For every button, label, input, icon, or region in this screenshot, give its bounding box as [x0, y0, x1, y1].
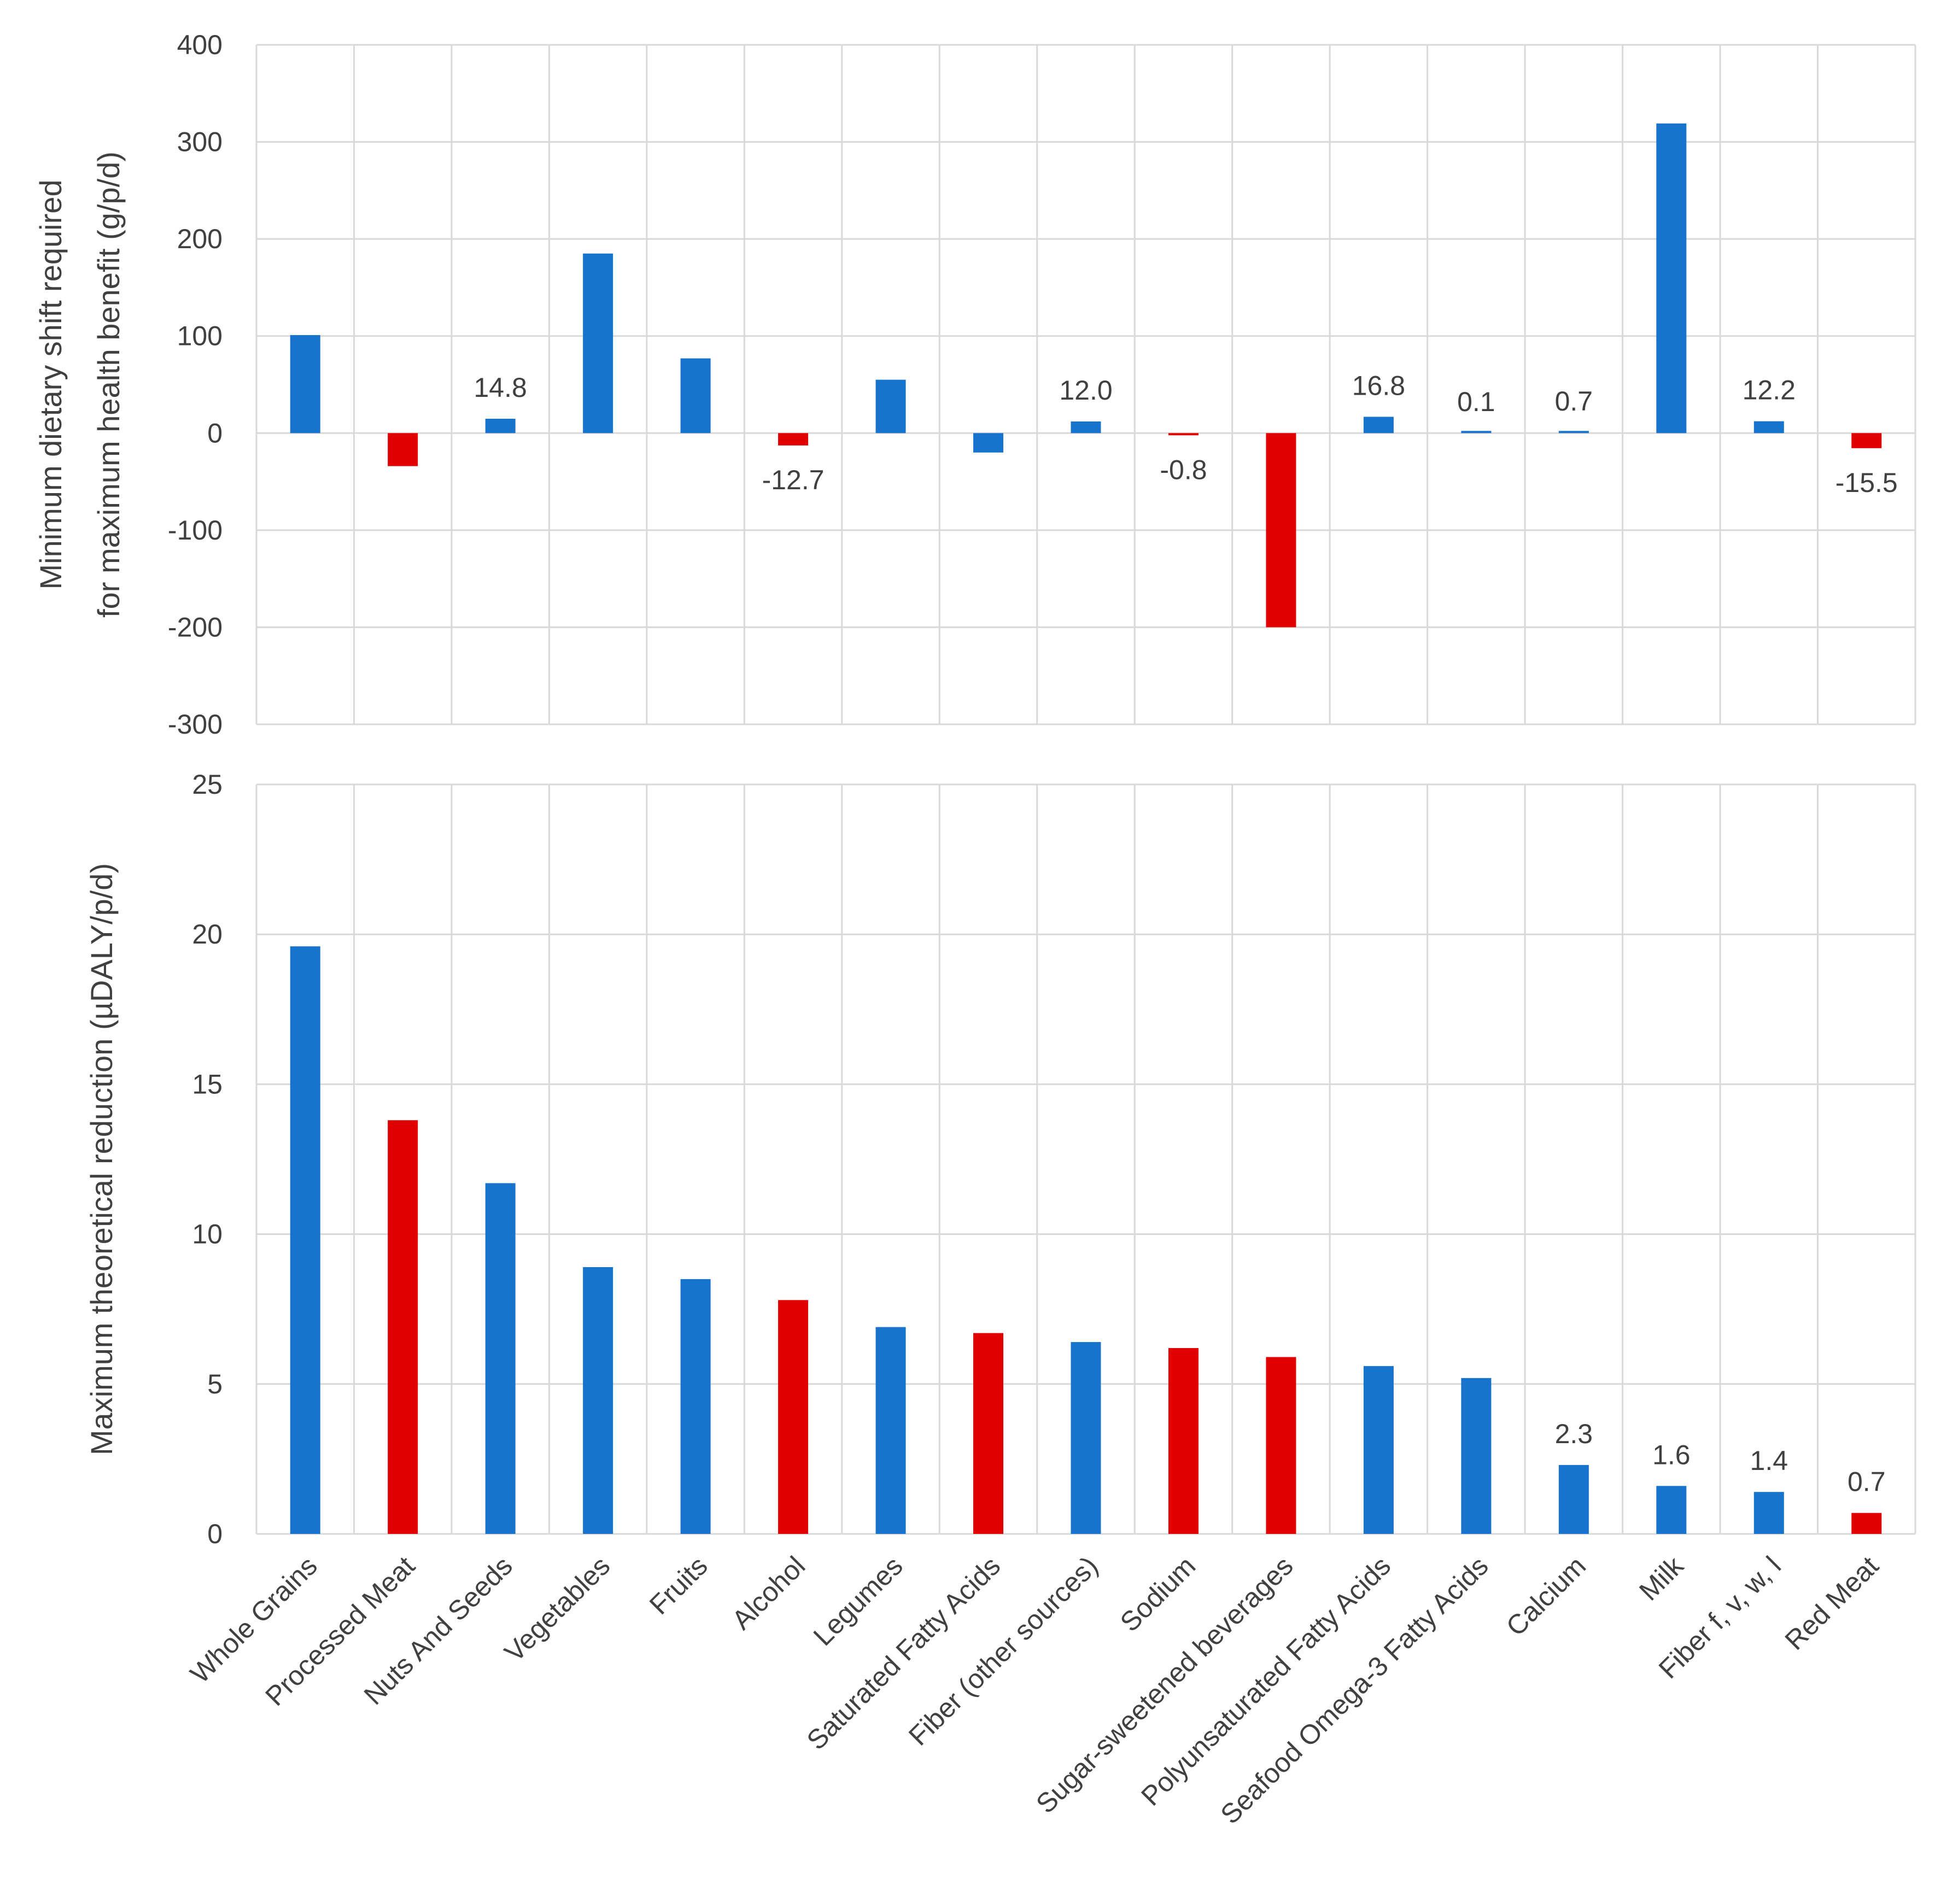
bar-seafood-omega-3-fatty-acids — [1461, 1378, 1492, 1534]
bar-polyunsaturated-fatty-acids — [1363, 1366, 1394, 1534]
data-label: 1.4 — [1750, 1445, 1788, 1476]
bar-whole-grains — [290, 946, 320, 1534]
bar-polyunsaturated-fatty-acids — [1363, 417, 1394, 433]
data-label: 12.0 — [1059, 375, 1112, 406]
y-tick-label: 20 — [192, 919, 223, 950]
bar-milk — [1656, 1486, 1687, 1534]
bar-legumes — [875, 1327, 906, 1534]
bar-sodium — [1168, 1348, 1199, 1534]
data-label: 0.1 — [1457, 386, 1495, 417]
bar-saturated-fatty-acids — [973, 1333, 1004, 1534]
data-label: 16.8 — [1352, 370, 1405, 401]
y-axis-title: Minimum dietary shift required — [33, 179, 68, 589]
bar-sodium — [1168, 433, 1199, 436]
bar-fiber-other-sources- — [1071, 421, 1101, 433]
x-category-label: Vegetables — [499, 1550, 616, 1668]
y-tick-label: -100 — [168, 515, 223, 546]
bar-nuts-and-seeds — [485, 419, 516, 433]
y-tick-label: 10 — [192, 1219, 223, 1250]
data-label: 2.3 — [1555, 1419, 1593, 1449]
data-label: 0.7 — [1848, 1467, 1886, 1497]
x-category-label: Fiber (other sources) — [903, 1550, 1104, 1751]
bar-fiber-other-sources- — [1071, 1342, 1101, 1534]
x-category-label: Milk — [1633, 1550, 1690, 1606]
bar-calcium — [1558, 431, 1589, 433]
x-category-label: Legumes — [808, 1550, 909, 1651]
bar-alcohol — [778, 433, 809, 446]
data-label: -12.7 — [762, 465, 825, 495]
bar-milk — [1656, 123, 1687, 433]
bar-nuts-and-seeds — [485, 1183, 516, 1534]
data-label: -0.8 — [1160, 454, 1207, 485]
bar-saturated-fatty-acids — [973, 433, 1004, 453]
bar-sugar-sweetened-beverages — [1266, 1357, 1296, 1534]
bar-fiber-f-v-w-l — [1753, 421, 1784, 433]
x-category-label: Alcohol — [726, 1550, 811, 1636]
bar-fruits — [680, 358, 711, 433]
bar-red-meat — [1851, 433, 1882, 448]
data-label: 14.8 — [474, 372, 527, 403]
data-label: 1.6 — [1652, 1439, 1691, 1470]
bar-red-meat — [1851, 1513, 1882, 1534]
y-tick-label: 400 — [177, 30, 223, 60]
bar-whole-grains — [290, 335, 320, 433]
data-label: 12.2 — [1743, 375, 1796, 406]
bar-alcohol — [778, 1300, 809, 1534]
data-label: 0.7 — [1555, 386, 1593, 417]
x-category-label: Red Meat — [1779, 1550, 1885, 1656]
bar-vegetables — [583, 1267, 613, 1534]
x-category-label: Saturated Fatty Acids — [801, 1550, 1007, 1756]
x-category-label: Sodium — [1114, 1550, 1201, 1637]
bottom-chart: 25 20 15 10 5 0 2.3 1.6 1.4 0.7 Maximum theoretica… — [84, 769, 1916, 1830]
y-tick-label: 200 — [177, 224, 223, 254]
bar-legumes — [875, 379, 906, 433]
y-tick-label: 5 — [207, 1369, 223, 1399]
y-tick-label: 300 — [177, 127, 223, 157]
y-tick-label: -300 — [168, 709, 223, 740]
y-tick-label: 15 — [192, 1069, 223, 1099]
bar-fiber-f-v-w-l — [1753, 1492, 1784, 1534]
bar-sugar-sweetened-beverages — [1266, 433, 1296, 628]
y-tick-label: -200 — [168, 612, 223, 642]
bar-seafood-omega-3-fatty-acids — [1461, 431, 1492, 433]
y-axis-title: Maximum theoretical reduction (µDALY/p/d… — [84, 863, 119, 1455]
y-axis-title: for maximum health benefit (g/p/d) — [91, 151, 126, 618]
x-category-label: Fruits — [644, 1550, 714, 1620]
bar-fruits — [680, 1279, 711, 1534]
bar-processed-meat — [388, 433, 418, 466]
bar-calcium — [1558, 1464, 1589, 1534]
y-tick-label: 100 — [177, 321, 223, 351]
y-tick-label: 25 — [192, 769, 223, 800]
bar-vegetables — [583, 253, 613, 433]
top-chart: 400 300 200 100 0 -100 -200 -300 14.8 -12.7 12.0 -0… — [33, 30, 1916, 740]
y-tick-label: 0 — [207, 418, 223, 448]
y-tick-label: 0 — [207, 1519, 223, 1549]
x-category-label: Calcium — [1500, 1550, 1592, 1642]
data-label: -15.5 — [1835, 467, 1898, 498]
bar-processed-meat — [388, 1120, 418, 1534]
